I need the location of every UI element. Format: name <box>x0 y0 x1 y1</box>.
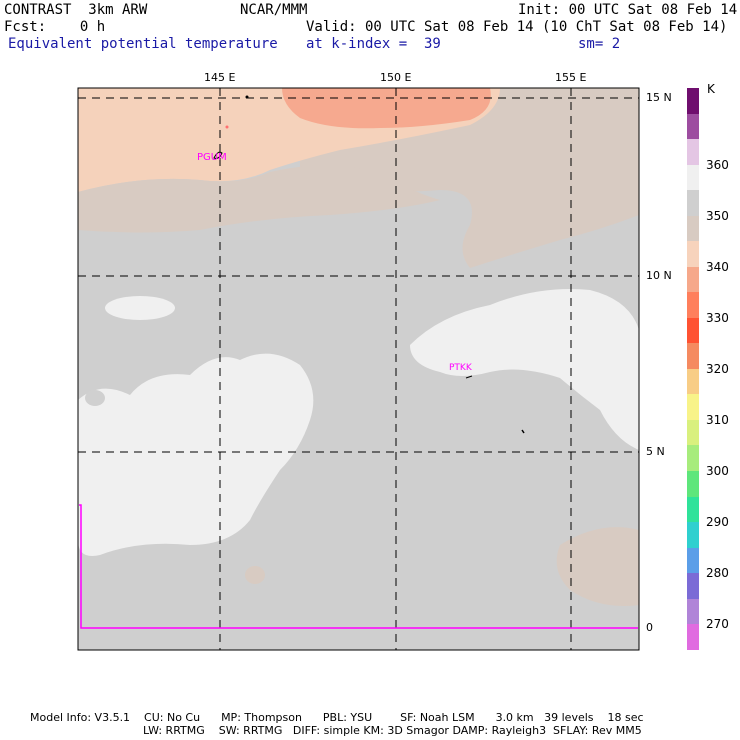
legend-swatch <box>687 624 699 650</box>
island-dot <box>245 95 249 99</box>
color-legend <box>687 88 699 650</box>
legend-swatch <box>687 113 699 140</box>
taupe-dot <box>245 566 265 584</box>
legend-swatch <box>687 266 699 293</box>
legend-swatch <box>687 598 699 625</box>
lat-lon-grid <box>78 88 639 650</box>
south-strip <box>78 628 639 650</box>
legend-swatch <box>687 419 699 446</box>
lon-label-150: 150 E <box>380 71 412 84</box>
legend-unit: K <box>707 82 715 96</box>
island-dot-2 <box>225 125 229 129</box>
station-label-pgum: PGUM <box>197 152 227 163</box>
legend-swatch <box>687 164 699 191</box>
legend-swatch <box>687 241 699 267</box>
legend-swatch <box>687 394 699 420</box>
white-patch-small <box>105 296 175 320</box>
init-time: Init: 00 UTC Sat 08 Feb 14 <box>518 2 738 18</box>
legend-swatch <box>687 88 699 114</box>
legend-swatch <box>687 496 699 523</box>
lat-label-0: 0 <box>646 621 653 634</box>
map-frame <box>77 87 640 651</box>
legend-label: 320 <box>706 362 729 376</box>
forecast-hour: Fcst: 0 h <box>4 19 106 35</box>
white-patch-east <box>410 289 639 450</box>
smoothing-label: sm= 2 <box>578 36 621 52</box>
legend-label: 340 <box>706 259 729 274</box>
legend-swatch <box>687 522 699 548</box>
legend-swatch <box>687 470 699 497</box>
legend-swatch <box>687 139 699 165</box>
legend-swatch <box>687 190 699 216</box>
model-title: CONTRAST 3km ARW <box>4 2 148 18</box>
lon-label-145: 145 E <box>204 71 236 84</box>
legend-label: 280 <box>706 566 729 581</box>
legend-label: 360 <box>706 157 729 172</box>
legend-swatch <box>687 343 699 369</box>
legend-label: 300 <box>706 464 729 479</box>
legend-swatch <box>687 368 699 395</box>
white-patch-sw <box>78 353 314 556</box>
legend-swatch <box>687 445 699 471</box>
legend-swatch <box>687 547 699 574</box>
taupe-band <box>78 165 440 233</box>
legend-swatch <box>687 292 699 318</box>
legend-label: 310 <box>706 413 729 428</box>
valid-time: Valid: 00 UTC Sat 08 Feb 14 (10 ChT Sat … <box>306 19 728 35</box>
field-name: Equivalent potential temperature <box>8 36 278 52</box>
legend-label: 350 <box>706 208 729 223</box>
legend-label: 290 <box>706 515 729 530</box>
domain-boundary <box>79 504 638 629</box>
lat-label-10: 10 N <box>646 269 672 282</box>
lat-label-5: 5 N <box>646 445 665 458</box>
legend-swatch <box>687 317 699 344</box>
taupe-patch-se <box>556 527 639 606</box>
guam-coastline <box>213 151 223 159</box>
model-info-line2: LW: RRTMG SW: RRTMG DIFF: simple KM: 3D … <box>143 724 642 737</box>
legend-swatch <box>687 215 699 242</box>
level-label: at k-index = 39 <box>306 36 441 52</box>
chuuk-coastline <box>465 375 473 379</box>
model-info-line1: Model Info: V3.5.1 CU: No Cu MP: Thompso… <box>30 711 644 724</box>
lat-label-15: 15 N <box>646 91 672 104</box>
island-mark <box>521 429 525 434</box>
lon-label-155: 155 E <box>555 71 587 84</box>
legend-label: 330 <box>706 310 729 325</box>
legend-swatch <box>687 573 699 599</box>
gray-hole <box>85 390 105 406</box>
station-label-ptkk: PTKK <box>449 363 472 373</box>
organization-label: NCAR/MMM <box>240 2 308 18</box>
legend-label: 270 <box>706 617 729 632</box>
